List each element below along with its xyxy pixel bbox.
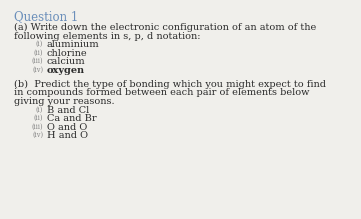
Text: Question 1: Question 1 — [14, 10, 79, 23]
Text: (ii): (ii) — [34, 114, 43, 122]
Text: (b)  Predict the type of bonding which you might expect to find: (b) Predict the type of bonding which yo… — [14, 80, 326, 89]
Text: (iv): (iv) — [32, 131, 43, 139]
Text: following elements in s, p, d notation:: following elements in s, p, d notation: — [14, 32, 201, 41]
Text: calcium: calcium — [47, 57, 86, 66]
Text: H and O: H and O — [47, 131, 88, 140]
Text: aluminium: aluminium — [47, 40, 100, 49]
Text: (a) Write down the electronic configuration of an atom of the: (a) Write down the electronic configurat… — [14, 23, 317, 32]
Text: in compounds formed between each pair of elements below: in compounds formed between each pair of… — [14, 88, 310, 97]
Text: (i): (i) — [36, 106, 43, 114]
Text: Ca and Br: Ca and Br — [47, 114, 96, 123]
Text: giving your reasons.: giving your reasons. — [14, 97, 115, 106]
Text: (iv): (iv) — [32, 66, 43, 74]
Text: chlorine: chlorine — [47, 49, 88, 58]
Text: oxygen: oxygen — [47, 66, 85, 75]
Text: (iii): (iii) — [32, 123, 43, 131]
Text: (iii): (iii) — [32, 57, 43, 65]
Text: O and O: O and O — [47, 123, 87, 132]
Text: (ii): (ii) — [34, 49, 43, 57]
Text: (i): (i) — [36, 40, 43, 48]
Text: B and Cl: B and Cl — [47, 106, 89, 115]
